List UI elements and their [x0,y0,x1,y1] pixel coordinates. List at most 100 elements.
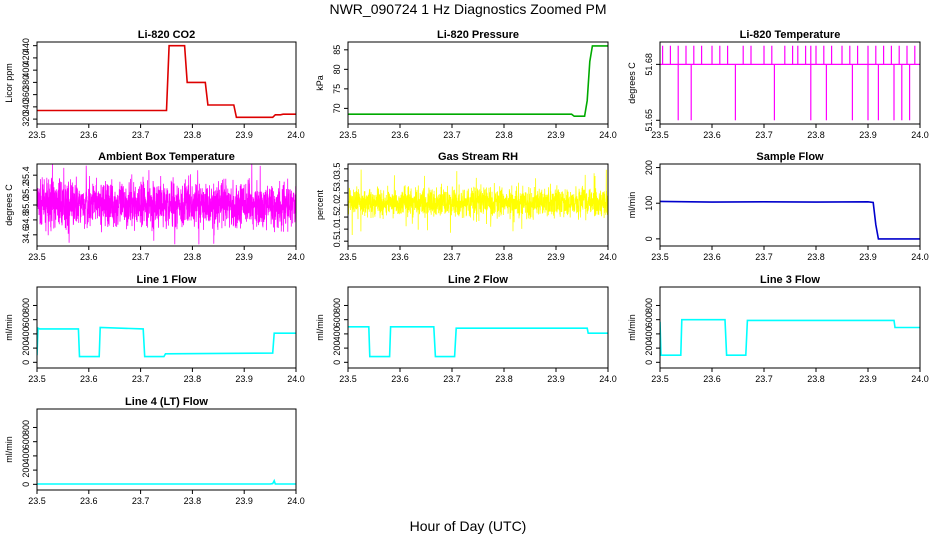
panel-title: Line 2 Flow [448,274,508,286]
y-axis-label: degrees C [627,62,637,104]
y-tick-label: 400 [21,326,31,341]
x-tick-label: 23.5 [28,130,46,140]
data-marks [348,169,608,236]
y-tick-label: 600 [644,312,654,327]
x-tick-label: 23.7 [443,374,461,384]
x-tick-label: 23.8 [184,252,202,262]
y-axis-label: ml/min [315,314,325,341]
chart-panel-1: Li-820 CO2 Licor ppm 23.5 23.6 23.7 23.8 23.9 2… [4,29,305,140]
y-tick-label: 34.8 [21,211,31,229]
x-tick-label: 23.8 [807,130,825,140]
x-tick-label: 23.5 [339,374,357,384]
plot-frame [659,163,921,247]
x-tick-label: 23.6 [80,496,98,506]
panel-title: Li-820 Temperature [740,29,841,41]
series-line [660,200,920,240]
chart-panel-8: Line 2 Flow ml/min 23.5 23.6 23.7 23.8 23.9 24.… [315,274,617,384]
y-tick-label: 1.0 [332,223,342,236]
series-line [348,169,608,236]
x-tick-label: 23.6 [703,252,721,262]
x-tick-label: 23.9 [235,496,253,506]
data-marks [660,200,920,240]
y-tick-label: 0 [644,236,654,241]
x-tick-label: 23.7 [443,130,461,140]
x-tick-label: 23.8 [495,252,513,262]
y-tick-label: 0 [21,360,31,365]
x-tick-label: 23.6 [391,374,409,384]
series-line [348,45,608,117]
y-tick-label: 800 [644,298,654,313]
y-tick-label: 80 [332,64,342,74]
series-line [37,478,296,485]
y-tick-label: 200 [644,341,654,356]
x-tick-label: 23.5 [28,374,46,384]
y-tick-label: 440 [21,38,31,53]
y-tick-label: 85 [332,45,342,55]
y-tick-label: 0 [644,360,654,365]
data-marks [37,44,296,119]
y-tick-label: 400 [21,63,31,78]
x-tick-label: 24.0 [287,374,305,384]
y-tick-label: 400 [644,326,654,341]
plot-frame [36,286,297,369]
y-axis-label: Licor ppm [4,63,14,103]
y-tick-label: 400 [21,448,31,463]
y-tick-label: 35.0 [21,196,31,214]
y-tick-label: 600 [21,434,31,449]
y-tick-label: 360 [21,87,31,102]
panel-title: Gas Stream RH [438,151,518,163]
x-tick-label: 23.5 [651,252,669,262]
y-tick-label: 0 [332,360,342,365]
x-tick-label: 23.7 [132,252,150,262]
x-tick-label: 23.7 [132,496,150,506]
x-tick-label: 23.6 [703,374,721,384]
x-tick-label: 23.5 [651,130,669,140]
y-tick-label: 200 [21,463,31,478]
x-tick-label: 23.9 [547,130,565,140]
y-axis-label: ml/min [627,192,637,219]
y-tick-label: 35.4 [21,166,31,184]
y-tick-label: 400 [332,326,342,341]
x-tick-label: 23.8 [807,374,825,384]
x-tick-label: 24.0 [287,252,305,262]
y-axis-label: degrees C [4,184,14,226]
panels-group: Li-820 CO2 Licor ppm 23.5 23.6 23.7 23.8 23.9 2… [4,29,929,506]
plot-frame [659,41,921,125]
series-line [37,326,296,358]
y-tick-label: 34.6 [21,226,31,244]
y-tick-label: 380 [21,75,31,90]
y-tick-label: 600 [332,312,342,327]
y-tick-label: 600 [21,312,31,327]
y-tick-label: 3.5 [332,163,342,176]
y-tick-label: 800 [332,298,342,313]
x-tick-label: 23.9 [235,374,253,384]
x-axis-label: Hour of Day (UTC) [410,518,527,534]
panel-title: Li-820 CO2 [138,29,195,41]
x-tick-label: 23.6 [391,252,409,262]
x-tick-label: 23.9 [859,374,877,384]
x-tick-label: 24.0 [911,252,929,262]
y-tick-label: 340 [21,99,31,114]
x-tick-label: 23.5 [28,252,46,262]
chart-panel-10: Line 4 (LT) Flow ml/min 23.5 23.6 23.7 23.8 23… [4,396,305,506]
panel-title: Line 1 Flow [137,274,197,286]
x-tick-label: 23.8 [495,374,513,384]
y-tick-label: 0 [21,482,31,487]
x-tick-label: 23.7 [755,252,773,262]
series-line [348,325,608,358]
chart-panel-3: Li-820 Temperature degrees C 23.5 23.6 23.7 2… [627,29,929,140]
x-tick-label: 24.0 [599,252,617,262]
y-tick-label: 200 [21,341,31,356]
x-tick-label: 24.0 [287,496,305,506]
chart-panel-6: Sample Flow ml/min 23.5 23.6 23.7 23.8 23.9 24.… [627,151,929,262]
x-tick-label: 24.0 [599,374,617,384]
data-marks [348,325,608,358]
y-tick-label: 800 [21,298,31,313]
x-tick-label: 23.7 [132,374,150,384]
series-line [660,318,920,357]
y-tick-label: 2.0 [332,199,342,212]
plot-frame [36,41,297,125]
plot-frame [347,286,609,369]
x-tick-label: 23.5 [651,374,669,384]
y-tick-label: 35.2 [21,181,31,199]
